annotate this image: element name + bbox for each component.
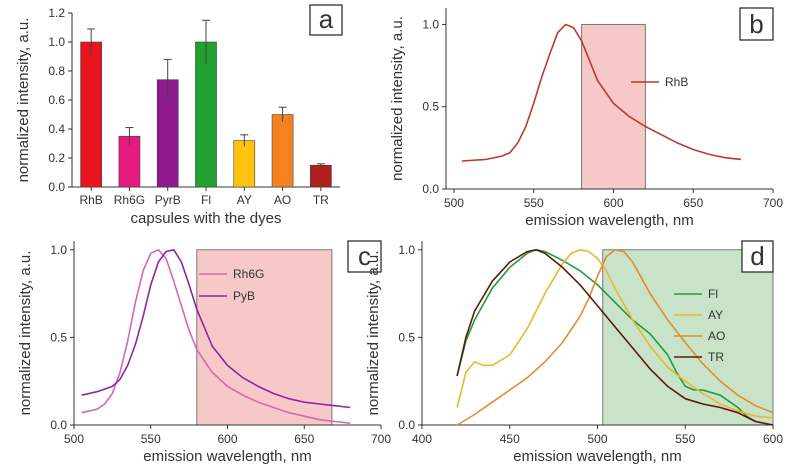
panel-d: 0.0 0.5 1.0 400 450 500 550 600 emission wavelen… [365, 240, 783, 465]
series-line-Fl [456, 249, 756, 423]
panel-letter-box [741, 240, 774, 273]
legend-label: RhB [665, 75, 688, 89]
series-line-Rh6G [81, 249, 351, 424]
series-line-PyB [81, 249, 351, 409]
series-line-AO [456, 249, 774, 426]
bar-AO [271, 114, 294, 188]
panel-letter-box [309, 4, 343, 36]
y-axis-title: normalized intensity, a.u. [17, 251, 34, 416]
y-axis-title: normalized intensity, a.u. [15, 18, 32, 183]
x-tick-label: 600 [763, 432, 783, 446]
legend-label: AY [708, 308, 723, 322]
x-tick-label: AO [274, 193, 291, 207]
y-tick-label: 0.5 [398, 330, 415, 344]
y-tick-label: 0.2 [48, 151, 65, 165]
x-tick-label: 650 [683, 196, 703, 210]
y-tick-label: 0.0 [398, 418, 415, 432]
legend-label: Fl [708, 287, 718, 301]
x-tick-label: RhB [79, 193, 102, 207]
x-tick-label: PyrB [155, 193, 181, 207]
x-tick-label: 550 [675, 432, 695, 446]
x-tick-label: 400 [412, 432, 432, 446]
y-tick-label: 0.5 [50, 330, 67, 344]
y-tick-label: 0.5 [422, 100, 439, 114]
panel-b: 0.0 0.5 1.0 500 550 600 650 700 emission wavelen… [389, 7, 783, 229]
legend-label: TR [708, 350, 724, 364]
x-axis-title: emission wavelength, nm [143, 448, 311, 465]
bar-AY [233, 140, 256, 188]
x-tick-label: Rh6G [114, 193, 145, 207]
x-tick-label: 500 [587, 432, 607, 446]
panel-c: 0.0 0.5 1.0 500 550 600 650 700 emission wavelen… [17, 240, 391, 465]
x-axis-title: capsules with the dyes [131, 210, 282, 227]
y-tick-label: 0.4 [48, 122, 65, 136]
x-tick-label: 550 [141, 432, 161, 446]
x-tick-label: TR [313, 193, 329, 207]
x-tick-label: 600 [603, 196, 623, 210]
y-tick-label: 0.6 [48, 93, 65, 107]
x-tick-label: 450 [500, 432, 520, 446]
panel-letter-box [347, 240, 382, 273]
y-tick-label: 1.0 [398, 243, 415, 257]
legend-label: AO [708, 329, 725, 343]
panel-letter: b [749, 9, 763, 39]
x-tick-label: AY [237, 193, 252, 207]
x-tick-label: 700 [371, 432, 391, 446]
legend-label: PyB [233, 289, 255, 303]
legend-label: Rh6G [233, 267, 264, 281]
y-tick-label: 0.0 [422, 182, 439, 196]
y-tick-label: 0.0 [48, 180, 65, 194]
bar-RhB [80, 41, 102, 188]
bar-TR [310, 164, 332, 188]
y-tick-label: 1.0 [422, 17, 439, 31]
panel-letter: c [358, 241, 371, 271]
y-axis-title: normalized intensity, a.u. [365, 251, 382, 416]
highlight-band [581, 23, 646, 190]
highlight-band [602, 249, 774, 426]
series-line-AY [456, 249, 774, 419]
series-line-RhB [461, 23, 742, 162]
y-tick-label: 0.8 [48, 64, 65, 78]
x-tick-label: 500 [64, 432, 84, 446]
panel-letter: a [319, 4, 334, 34]
panel-a: 0.0 0.2 0.4 0.6 0.8 1.0 1.2 RhB Rh6G PyrB Fl AY AO TR… [15, 4, 343, 227]
x-tick-label: 700 [763, 196, 783, 210]
x-tick-label: Fl [201, 193, 211, 207]
x-tick-label: 600 [217, 432, 237, 446]
y-tick-label: 1.2 [48, 6, 65, 20]
y-axis-title: normalized intensity, a.u. [389, 16, 406, 181]
y-tick-label: 1.0 [48, 35, 65, 49]
x-tick-label: 650 [294, 432, 314, 446]
highlight-band [196, 249, 333, 426]
x-axis-title: emission wavelength, nm [525, 212, 693, 229]
y-tick-label: 1.0 [50, 243, 67, 257]
series-line-TR [456, 249, 774, 426]
panel-letter-box [739, 7, 774, 41]
panel-letter: d [750, 241, 764, 271]
y-tick-label: 0.0 [50, 418, 67, 432]
x-tick-label: 550 [524, 196, 544, 210]
x-axis-title: emission wavelength, nm [513, 448, 681, 465]
x-tick-label: 500 [444, 196, 464, 210]
